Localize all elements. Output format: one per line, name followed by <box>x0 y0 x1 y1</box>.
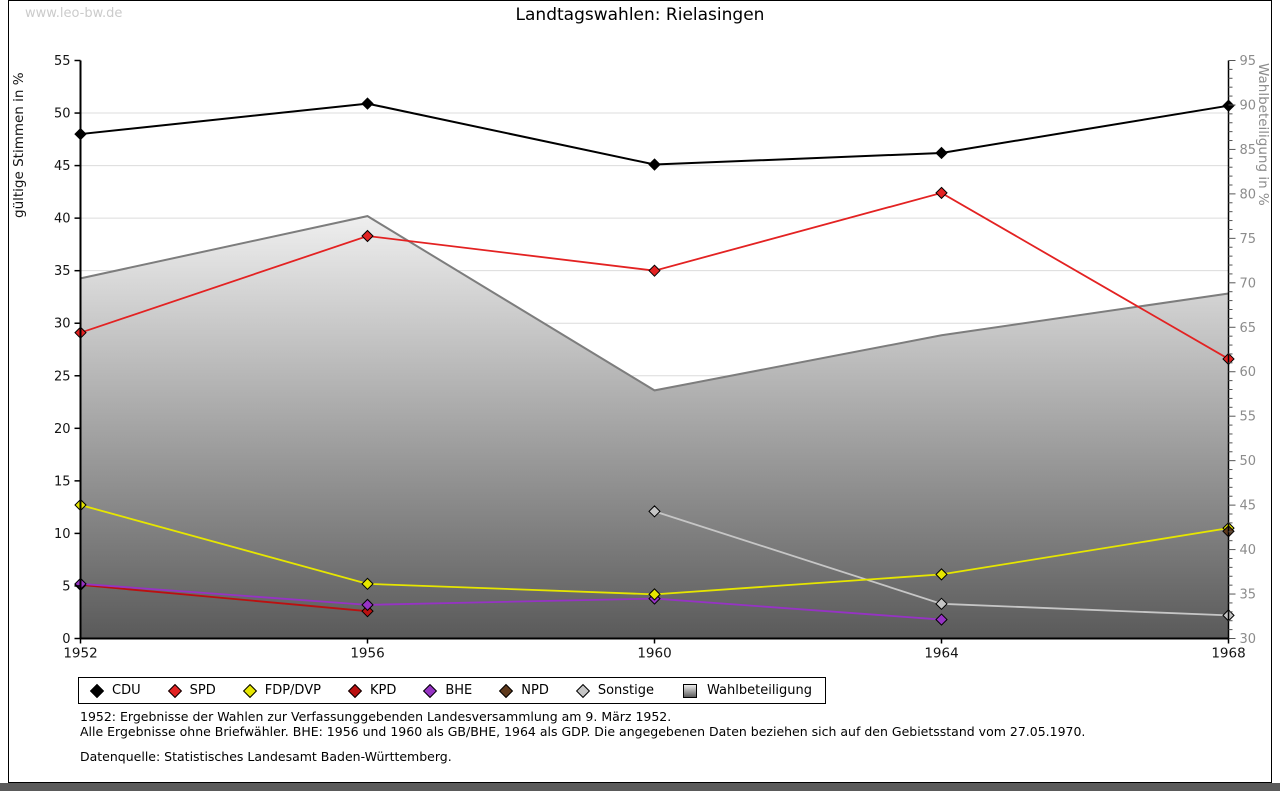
x-tick-1964: 1964 <box>924 646 958 662</box>
series-cdu <box>74 97 1235 171</box>
legend: CDU SPD FDP/DVP KPD BHE NPD Sonstige Wahlbeteil… <box>78 677 827 704</box>
election-chart: 0 5 10 15 20 25 30 35 40 45 50 55 30 35 40 45 50 55 60 65 70… <box>11 54 1271 662</box>
marker-bhe-1956 <box>361 598 374 612</box>
svg-text:35: 35 <box>1240 588 1257 603</box>
footer-note-1: 1952: Ergebnisse der Wahlen zur Verfassu… <box>80 709 672 724</box>
legend-item-cdu: CDU <box>89 683 141 698</box>
svg-text:40: 40 <box>54 212 71 227</box>
legend-label: NPD <box>521 683 549 698</box>
legend-item-wahlbeteiligung: Wahlbeteiligung <box>683 683 812 698</box>
legend-diamond-icon <box>423 683 438 698</box>
legend-diamond-icon <box>89 683 105 698</box>
svg-text:20: 20 <box>54 422 71 437</box>
legend-item-spd: SPD <box>167 683 216 698</box>
svg-text:30: 30 <box>54 317 71 332</box>
svg-text:0: 0 <box>62 632 70 647</box>
marker-cdu-1964 <box>935 146 948 160</box>
legend-item-npd: NPD <box>499 683 549 698</box>
x-tick-1956: 1956 <box>350 646 384 662</box>
legend-label: BHE <box>445 683 473 698</box>
svg-text:15: 15 <box>54 474 71 489</box>
footer: 1952: Ergebnisse der Wahlen zur Verfassu… <box>80 709 1086 765</box>
legend-label: SPD <box>189 683 216 698</box>
svg-text:90: 90 <box>1240 98 1257 113</box>
area-wahlbeteiligung <box>80 215 1229 639</box>
legend-item-kpd: KPD <box>347 683 397 698</box>
axes: 0 5 10 15 20 25 30 35 40 45 50 55 30 35 40 45 50 55 60 65 70… <box>54 54 1256 662</box>
marker-cdu-1960 <box>648 158 661 171</box>
svg-text:35: 35 <box>54 264 71 279</box>
svg-text:45: 45 <box>1240 499 1257 514</box>
svg-text:45: 45 <box>54 159 71 174</box>
marker-sonstige-1960 <box>648 505 661 518</box>
series-sonstige <box>648 505 1235 622</box>
svg-text:70: 70 <box>1240 276 1257 291</box>
marker-bhe-1964 <box>935 613 948 626</box>
x-tick-1952: 1952 <box>63 646 97 662</box>
legend-diamond-icon <box>167 683 182 698</box>
legend-label: CDU <box>112 683 141 698</box>
marker-spd-1956 <box>361 229 374 243</box>
x-tick-1968: 1968 <box>1211 646 1245 662</box>
svg-text:55: 55 <box>54 54 71 69</box>
bottom-bar <box>0 783 1280 791</box>
svg-text:80: 80 <box>1240 187 1257 202</box>
marker-fdp-dvp-1964 <box>935 568 948 581</box>
legend-diamond-icon <box>347 683 363 698</box>
marker-sonstige-1964 <box>935 597 948 611</box>
legend-label: FDP/DVP <box>264 683 321 698</box>
right-axis-title: Wahlbeteiligung in % <box>1255 63 1271 206</box>
svg-text:95: 95 <box>1240 54 1257 69</box>
legend-label: Sonstige <box>597 683 655 698</box>
marker-kpd-1956 <box>361 604 374 618</box>
svg-text:55: 55 <box>1240 410 1257 425</box>
svg-text:10: 10 <box>54 527 71 542</box>
marker-spd-1960 <box>648 264 661 277</box>
svg-text:50: 50 <box>1240 454 1257 469</box>
footer-source: Datenquelle: Statistisches Landesamt Bad… <box>80 749 452 764</box>
legend-diamond-icon <box>242 683 257 698</box>
legend-label: KPD <box>369 683 397 698</box>
svg-text:30: 30 <box>1240 632 1257 647</box>
svg-text:75: 75 <box>1240 232 1257 247</box>
watermark: www.leo-bw.de <box>25 6 123 21</box>
svg-text:5: 5 <box>62 579 70 594</box>
legend-diamond-icon <box>499 683 514 698</box>
legend-item-bhe: BHE <box>423 683 473 698</box>
left-axis-title: gültige Stimmen in % <box>11 72 27 218</box>
svg-text:65: 65 <box>1240 321 1257 336</box>
footer-note-2: Alle Ergebnisse ohne Briefwähler. BHE: 1… <box>80 723 1086 739</box>
marker-cdu-1956 <box>361 97 374 110</box>
svg-text:25: 25 <box>54 369 71 384</box>
legend-label: Wahlbeteiligung <box>707 683 813 698</box>
marker-fdp-dvp-1960 <box>648 588 661 601</box>
legend-square-icon <box>683 683 698 698</box>
x-tick-1960: 1960 <box>637 646 671 662</box>
svg-text:40: 40 <box>1240 543 1257 558</box>
marker-spd-1964 <box>935 186 948 200</box>
svg-text:50: 50 <box>54 107 71 122</box>
page-title: Landtagswahlen: Rielasingen <box>515 5 765 25</box>
marker-fdp-dvp-1956 <box>361 577 374 591</box>
legend-item-fdp-dvp: FDP/DVP <box>242 683 321 698</box>
svg-text:60: 60 <box>1240 365 1257 380</box>
legend-item-sonstige: Sonstige <box>575 683 655 698</box>
legend-diamond-icon <box>575 683 590 698</box>
svg-text:85: 85 <box>1240 143 1257 158</box>
